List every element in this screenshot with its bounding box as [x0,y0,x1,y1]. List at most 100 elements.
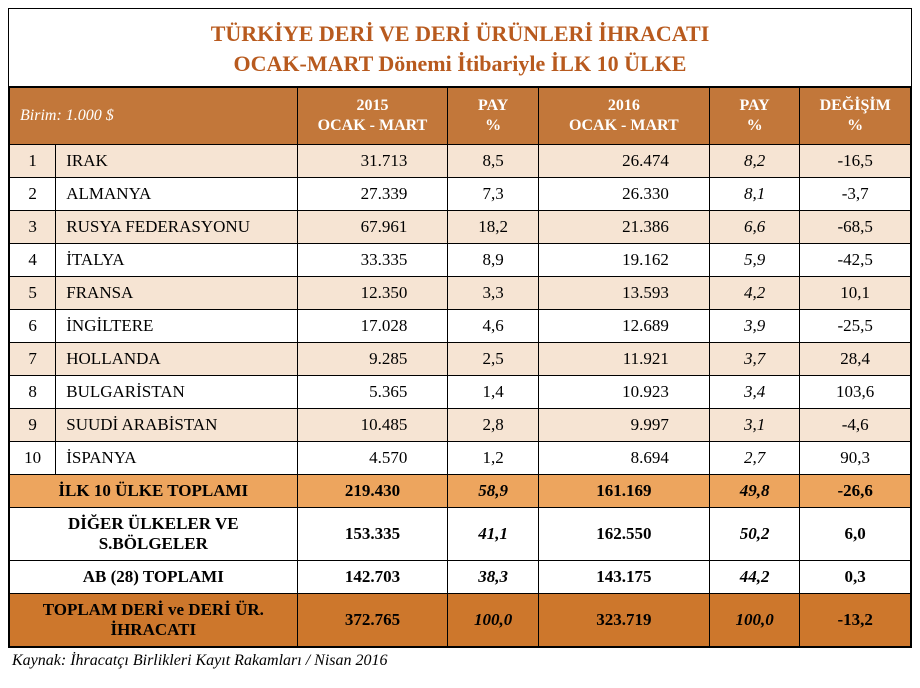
col-pay2: PAY % [709,88,800,145]
summary-top10-chg: -26,6 [800,475,911,508]
summary-eu28-p2015: 38,3 [448,561,539,594]
summary-eu28: AB (28) TOPLAMI 142.703 38,3 143.175 44,… [10,561,911,594]
cell-rank: 1 [10,145,56,178]
cell-country: ALMANYA [56,178,297,211]
cell-chg: -25,5 [800,310,911,343]
cell-p2015: 1,4 [448,376,539,409]
summary-top10: İLK 10 ÜLKE TOPLAMI 219.430 58,9 161.169… [10,475,911,508]
summary-top10-p2015: 58,9 [448,475,539,508]
cell-chg: 28,4 [800,343,911,376]
table-row: 8BULGARİSTAN5.3651,410.9233,4103,6 [10,376,911,409]
cell-p2015: 7,3 [448,178,539,211]
col-2015-l1: 2015 [356,97,388,114]
cell-v2015: 9.285 [297,343,448,376]
summary-total-v2015: 372.765 [297,594,448,647]
table-header-row: Birim: 1.000 $ 2015 OCAK - MART PAY % 20… [10,88,911,145]
summary-eu28-v2015: 142.703 [297,561,448,594]
table-row: 1IRAK31.7138,526.4748,2-16,5 [10,145,911,178]
cell-rank: 4 [10,244,56,277]
source-note: Kaynak: İhracatçı Birlikleri Kayıt Rakam… [8,648,912,670]
summary-other-chg: 6,0 [800,508,911,561]
cell-p2016: 8,1 [709,178,800,211]
cell-p2016: 2,7 [709,442,800,475]
table-row: 4İTALYA33.3358,919.1625,9-42,5 [10,244,911,277]
table-container: TÜRKİYE DERİ VE DERİ ÜRÜNLERİ İHRACATI O… [8,8,912,648]
summary-other-v2015: 153.335 [297,508,448,561]
cell-country: HOLLANDA [56,343,297,376]
cell-country: FRANSA [56,277,297,310]
table-row: 5FRANSA12.3503,313.5934,210,1 [10,277,911,310]
cell-v2016: 19.162 [538,244,709,277]
summary-eu28-chg: 0,3 [800,561,911,594]
cell-rank: 3 [10,211,56,244]
cell-chg: -3,7 [800,178,911,211]
cell-p2015: 8,5 [448,145,539,178]
col-2015-l2: OCAK - MART [318,117,428,134]
table-row: 6İNGİLTERE17.0284,612.6893,9-25,5 [10,310,911,343]
col-2015: 2015 OCAK - MART [297,88,448,145]
cell-v2016: 12.689 [538,310,709,343]
cell-chg: -42,5 [800,244,911,277]
cell-v2015: 33.335 [297,244,448,277]
col-change-l2: % [847,117,863,134]
col-change: DEĞİŞİM % [800,88,911,145]
summary-total: TOPLAM DERİ ve DERİ ÜR. İHRACATI 372.765… [10,594,911,647]
cell-v2016: 26.330 [538,178,709,211]
summary-top10-v2016: 161.169 [538,475,709,508]
table-row: 7HOLLANDA9.2852,511.9213,728,4 [10,343,911,376]
summary-total-label: TOPLAM DERİ ve DERİ ÜR. İHRACATI [10,594,298,647]
cell-v2016: 13.593 [538,277,709,310]
cell-country: BULGARİSTAN [56,376,297,409]
cell-p2016: 4,2 [709,277,800,310]
summary-eu28-p2016: 44,2 [709,561,800,594]
col-pay2-l1: PAY [739,97,769,114]
table-row: 2ALMANYA27.3397,326.3308,1-3,7 [10,178,911,211]
col-pay1: PAY % [448,88,539,145]
summary-other: DİĞER ÜLKELER VE S.BÖLGELER 153.335 41,1… [10,508,911,561]
cell-v2015: 10.485 [297,409,448,442]
col-2016: 2016 OCAK - MART [538,88,709,145]
unit-cell: Birim: 1.000 $ [10,88,298,145]
summary-eu28-label: AB (28) TOPLAMI [10,561,298,594]
col-2016-l1: 2016 [608,97,640,114]
summary-other-p2015: 41,1 [448,508,539,561]
cell-p2015: 1,2 [448,442,539,475]
cell-p2016: 3,9 [709,310,800,343]
cell-v2015: 17.028 [297,310,448,343]
cell-v2015: 27.339 [297,178,448,211]
cell-chg: 103,6 [800,376,911,409]
cell-p2016: 5,9 [709,244,800,277]
col-2016-l2: OCAK - MART [569,117,679,134]
col-change-l1: DEĞİŞİM [820,97,891,114]
summary-eu28-v2016: 143.175 [538,561,709,594]
col-pay1-l2: % [485,117,501,134]
cell-rank: 7 [10,343,56,376]
cell-p2016: 3,4 [709,376,800,409]
summary-other-label: DİĞER ÜLKELER VE S.BÖLGELER [10,508,298,561]
cell-rank: 6 [10,310,56,343]
cell-country: RUSYA FEDERASYONU [56,211,297,244]
cell-p2015: 8,9 [448,244,539,277]
cell-v2015: 31.713 [297,145,448,178]
summary-total-p2016: 100,0 [709,594,800,647]
cell-v2015: 5.365 [297,376,448,409]
summary-top10-label: İLK 10 ÜLKE TOPLAMI [10,475,298,508]
cell-p2015: 2,8 [448,409,539,442]
cell-v2016: 26.474 [538,145,709,178]
cell-country: İSPANYA [56,442,297,475]
table-row: 10İSPANYA4.5701,28.6942,790,3 [10,442,911,475]
cell-v2015: 4.570 [297,442,448,475]
summary-total-p2015: 100,0 [448,594,539,647]
cell-chg: 10,1 [800,277,911,310]
table-row: 3RUSYA FEDERASYONU67.96118,221.3866,6-68… [10,211,911,244]
cell-v2015: 12.350 [297,277,448,310]
title-block: TÜRKİYE DERİ VE DERİ ÜRÜNLERİ İHRACATI O… [9,9,911,87]
cell-p2015: 2,5 [448,343,539,376]
cell-rank: 9 [10,409,56,442]
col-pay2-l2: % [747,117,763,134]
title-line-2: OCAK-MART Dönemi İtibariyle İLK 10 ÜLKE [17,49,903,79]
export-table: Birim: 1.000 $ 2015 OCAK - MART PAY % 20… [9,87,911,647]
cell-p2016: 8,2 [709,145,800,178]
cell-v2016: 11.921 [538,343,709,376]
cell-p2015: 4,6 [448,310,539,343]
